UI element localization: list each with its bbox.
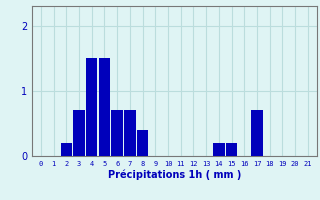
Bar [124, 110, 136, 156]
Bar [137, 130, 148, 156]
Bar [111, 110, 123, 156]
Bar [73, 110, 85, 156]
Bar [213, 143, 225, 156]
Bar [86, 58, 98, 156]
Bar [99, 58, 110, 156]
X-axis label: Précipitations 1h ( mm ): Précipitations 1h ( mm ) [108, 170, 241, 180]
Bar [60, 143, 72, 156]
Bar [251, 110, 263, 156]
Bar [226, 143, 237, 156]
